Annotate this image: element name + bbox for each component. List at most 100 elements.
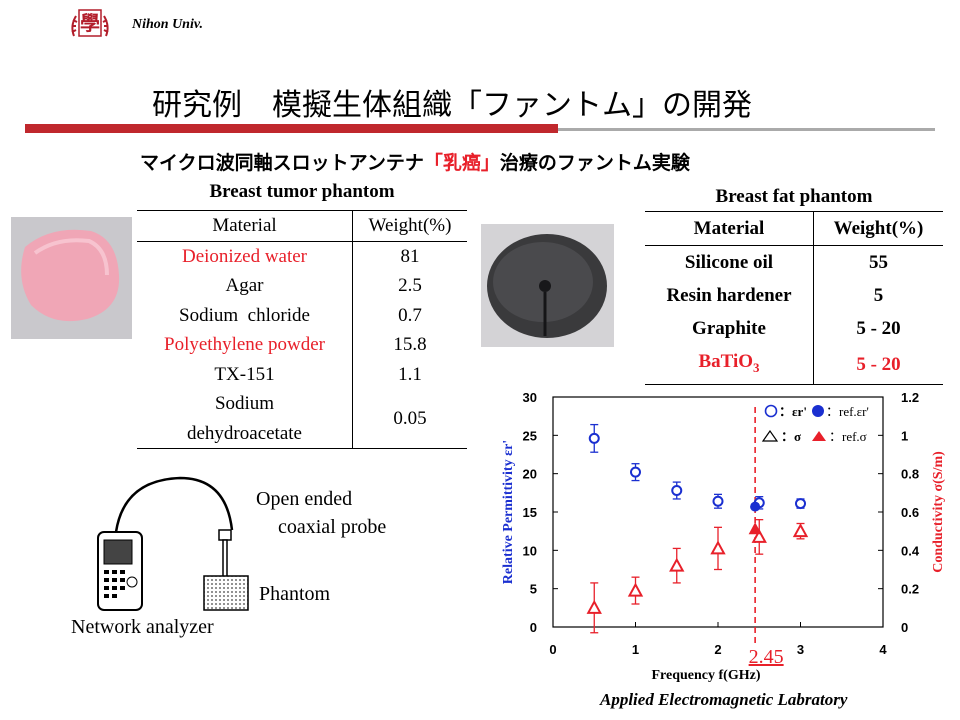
network-analyzer-label: Network analyzer xyxy=(71,616,214,638)
seal-glyph: 學 xyxy=(80,11,100,35)
data-point-permittivity xyxy=(795,498,806,510)
fat-material-cell: BaTiO3 xyxy=(645,345,814,385)
y-right-tick-label: 0.8 xyxy=(901,467,919,482)
table-row: Graphite 5 - 20 xyxy=(645,312,943,345)
data-point-permittivity xyxy=(588,432,600,444)
tumor-weight-cell: 15.8 xyxy=(393,334,427,355)
fat-weight-cell: 5 - 20 xyxy=(813,345,943,385)
legend-label-permittivity: ：εr' xyxy=(779,404,807,419)
data-point-ref-permittivity xyxy=(750,501,761,512)
table-row: Resin hardener 5 xyxy=(645,279,943,312)
data-point-permittivity xyxy=(671,485,683,497)
data-point-conductivity xyxy=(710,540,726,555)
y-left-tick-label: 25 xyxy=(523,428,537,443)
table-row: Sodium dehydroacetate 0.05 xyxy=(137,389,467,449)
x-tick-label: 3 xyxy=(797,642,804,657)
fat-material-cell: Silicone oil xyxy=(645,245,814,279)
tumor-weight-cell: 0.7 xyxy=(398,304,422,326)
table-row: Deionized water 81 xyxy=(137,241,467,271)
legend-label-ref-conductivity: ：ref.σ xyxy=(829,429,867,444)
fat-material-cell: Graphite xyxy=(645,312,814,345)
y-left-axis-label: Relative Permittivity εr' xyxy=(501,440,516,584)
fat-table-header: Material Weight(%) xyxy=(645,211,943,246)
table-row: Sodium chloride 0.7 xyxy=(137,300,467,330)
x-tick-label: 2 xyxy=(714,642,721,657)
phantom-label: Phantom xyxy=(259,583,331,605)
tumor-weight-cell: 81 xyxy=(400,245,420,267)
title-underline xyxy=(25,124,558,133)
fat-table-caption: Breast fat phantom xyxy=(715,186,873,207)
y-left-tick-label: 5 xyxy=(530,582,537,597)
y-left-tick-label: 10 xyxy=(523,543,537,558)
y-left-tick-label: 20 xyxy=(523,467,537,482)
tumor-col-material: Material xyxy=(137,210,353,242)
x-tick-label: 4 xyxy=(879,642,887,657)
legend-marker-ref-conductivity xyxy=(812,431,826,441)
fat-col-weight: Weight(%) xyxy=(813,211,943,246)
table-row: Agar 2.5 xyxy=(137,271,467,301)
frequency-marker-label: 2.45 xyxy=(749,646,784,668)
y-right-tick-label: 1.2 xyxy=(901,390,919,405)
data-point-permittivity xyxy=(630,466,641,478)
x-axis-label: Frequency f(GHz) xyxy=(652,668,761,683)
probe-label-2: coaxial probe xyxy=(278,516,387,538)
tumor-phantom-photo xyxy=(11,217,132,339)
tumor-weight-cell: 1.1 xyxy=(398,363,422,385)
institution-name: Nihon Univ. xyxy=(132,17,204,32)
fat-material-text: BaTiO xyxy=(698,351,754,372)
y-left-tick-label: 15 xyxy=(523,505,537,520)
tumor-table-header: Material Weight(%) xyxy=(137,210,467,242)
tumor-table-caption: Breast tumor phantom xyxy=(209,181,395,202)
subtitle-highlight: 「乳癌」 xyxy=(423,152,500,174)
fat-weight-cell: 5 - 20 xyxy=(856,318,901,339)
tumor-material-cell: Deionized water xyxy=(137,241,353,271)
y-right-tick-label: 0 xyxy=(901,620,908,635)
data-point-conductivity xyxy=(792,523,809,538)
data-point-conductivity xyxy=(586,599,602,614)
fat-weight-cell: 5 xyxy=(873,285,884,306)
section-subtitle: マイクロ波同軸スロットアンテナ「乳癌」治療のファントム実験 xyxy=(140,148,690,175)
tumor-weight-cell: 0.05 xyxy=(352,389,467,449)
y-left-tick-label: 0 xyxy=(530,620,537,635)
probe-label-1: Open ended xyxy=(256,488,353,510)
subtitle-text-1: マイクロ波同軸スロットアンテナ xyxy=(140,152,424,174)
fat-phantom-photo xyxy=(481,224,614,347)
table-row: TX-151 1.1 xyxy=(137,359,467,389)
data-point-permittivity xyxy=(712,495,724,507)
tumor-table: Material Weight(%) Deionized water 81 Ag… xyxy=(137,210,467,449)
y-right-tick-label: 0.6 xyxy=(901,505,919,520)
data-point-conductivity xyxy=(751,528,767,543)
y-right-tick-label: 0.4 xyxy=(901,543,920,558)
y-right-tick-label: 0.2 xyxy=(901,582,919,597)
data-point-conductivity xyxy=(669,557,685,572)
lab-footer: Applied Electromagnetic Labratory xyxy=(600,690,848,709)
x-tick-label: 1 xyxy=(632,642,639,657)
table-row: Silicone oil 55 xyxy=(645,245,943,279)
table-row: BaTiO3 5 - 20 xyxy=(645,345,943,385)
data-point-conductivity xyxy=(627,582,644,597)
x-tick-label: 0 xyxy=(549,642,556,657)
tumor-material-cell: Sodium dehydroacetate xyxy=(137,389,353,449)
fat-material-subscript: 3 xyxy=(753,359,760,375)
tumor-weight-cell: 2.5 xyxy=(398,275,422,296)
legend-label-conductivity: ：σ xyxy=(781,429,801,444)
fat-weight-cell: 55 xyxy=(869,252,888,273)
data-point-ref-conductivity xyxy=(748,522,762,535)
tumor-material-cell: Polyethylene powder xyxy=(137,330,353,360)
table-row: Polyethylene powder 15.8 xyxy=(137,330,467,360)
tumor-col-weight: Weight(%) xyxy=(352,210,467,242)
page-title: 研究例 模擬生体組織「ファントム」の開発 xyxy=(152,88,752,123)
legend-marker-conductivity xyxy=(761,429,779,442)
tumor-material-cell: TX-151 xyxy=(137,359,353,389)
legend-marker-permittivity xyxy=(764,404,778,418)
subtitle-text-2: 治療のファントム実験 xyxy=(499,152,690,174)
permittivity-conductivity-chart: 0 1 2 3 405101520253000.20.40.60.811.2Freque… xyxy=(501,390,946,683)
setup-illustration xyxy=(90,470,250,620)
fat-col-material: Material xyxy=(645,211,814,246)
legend-marker-ref-permittivity xyxy=(812,405,824,417)
fat-table: Material Weight(%) Silicone oil 55 Resin… xyxy=(645,211,943,385)
tumor-material-cell: Sodium chloride xyxy=(137,300,353,330)
legend-label-ref-permittivity: ：ref.εr' xyxy=(826,404,869,419)
fat-material-cell: Resin hardener xyxy=(645,279,814,312)
y-left-tick-label: 30 xyxy=(523,390,537,405)
